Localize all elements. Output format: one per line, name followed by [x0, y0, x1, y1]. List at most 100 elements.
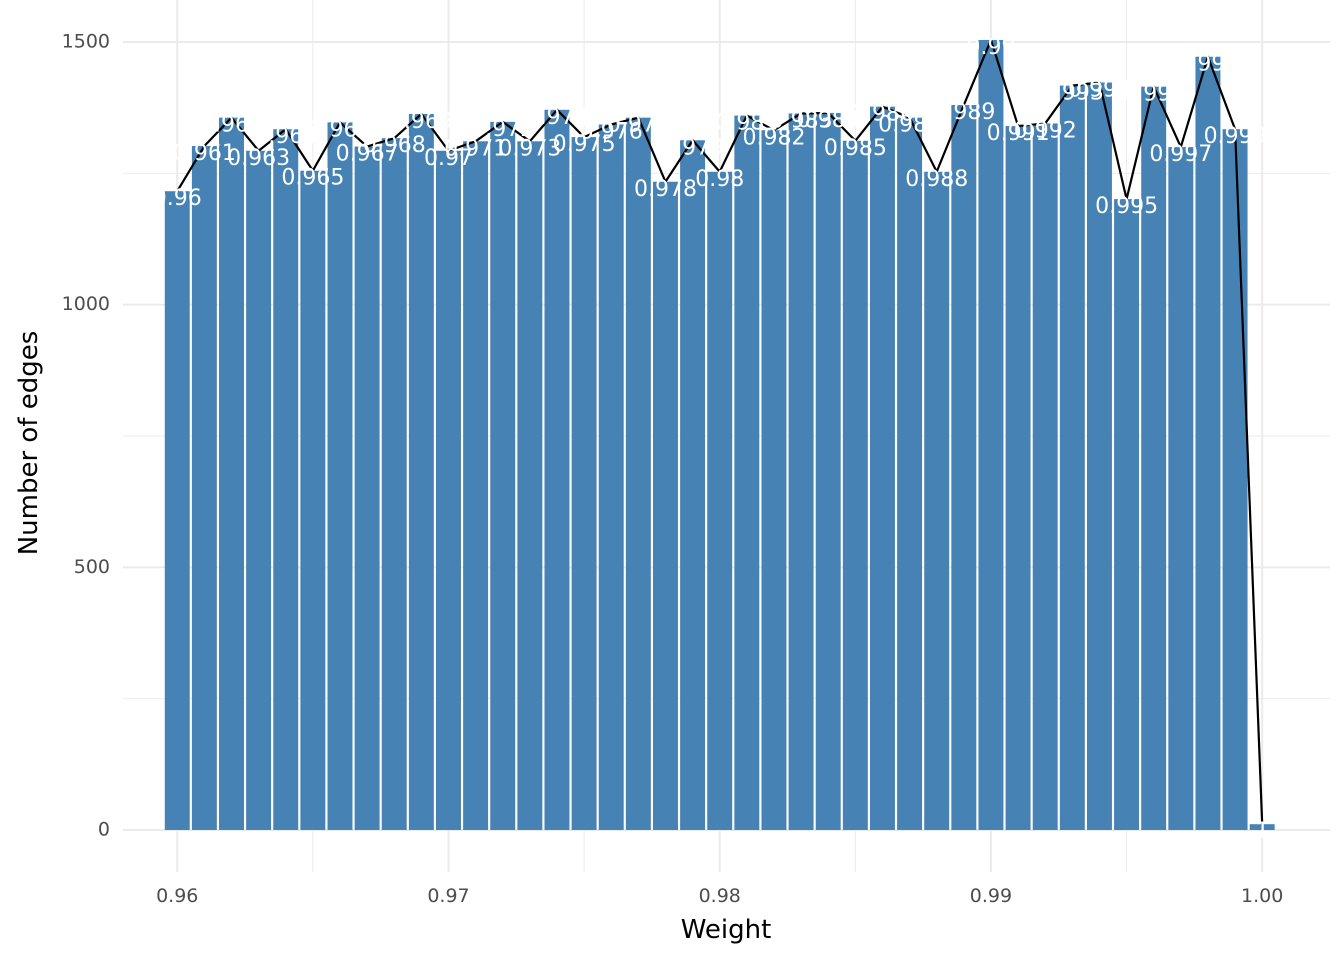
y-tick-label: 1500	[62, 31, 110, 53]
bar	[680, 140, 706, 830]
bar	[408, 113, 434, 830]
bars	[164, 39, 1275, 830]
bar	[246, 150, 272, 830]
bar	[978, 39, 1004, 830]
bar	[897, 117, 923, 830]
data-label: 0.969	[390, 109, 453, 134]
bar	[463, 141, 489, 830]
bar	[1114, 199, 1140, 830]
bar	[300, 170, 326, 830]
x-tick-label: 0.97	[427, 885, 469, 907]
bar	[1195, 56, 1221, 830]
bar	[707, 171, 733, 830]
y-axis-title: Number of edges	[14, 331, 44, 556]
data-label: 0.972	[471, 117, 534, 142]
data-label: 0.968	[363, 133, 426, 158]
bar	[625, 117, 651, 830]
data-label: 0.997	[1149, 142, 1212, 167]
bar	[1059, 85, 1085, 830]
data-label: 0.984	[797, 108, 860, 133]
bar	[869, 106, 895, 830]
y-tick-label: 0	[98, 818, 110, 840]
data-label: 0.991	[987, 121, 1050, 146]
bar	[164, 191, 190, 830]
bar	[815, 112, 841, 830]
data-label: 0.985	[824, 136, 887, 161]
bar	[191, 146, 217, 830]
bar	[924, 171, 950, 830]
bar	[842, 140, 868, 830]
data-label: 0.965	[281, 166, 344, 191]
bar	[490, 121, 516, 830]
data-label: 0.981	[715, 111, 778, 136]
data-label: 0.977	[607, 113, 670, 138]
x-tick-label: 0.98	[699, 885, 741, 907]
data-label: 0.964	[254, 124, 317, 149]
x-tick-label: 1.00	[1241, 885, 1283, 907]
data-label: 0.983	[770, 108, 833, 133]
data-label: 0.996	[1122, 82, 1185, 107]
data-label: 0.979	[661, 135, 724, 160]
x-tick-label: 0.99	[970, 885, 1012, 907]
data-label: 0.966	[308, 117, 371, 142]
bar	[734, 115, 760, 830]
bar	[219, 117, 244, 830]
bar	[381, 138, 407, 830]
data-label: 0.992	[1014, 118, 1077, 143]
bar	[1086, 82, 1112, 830]
data-label: 0.961	[173, 141, 236, 166]
y-axis: 0 500 1000 1500	[62, 31, 110, 841]
bar	[1249, 824, 1275, 830]
data-label: 0.982	[742, 125, 805, 150]
x-tick-label: 0.96	[156, 885, 198, 907]
data-label: 0.962	[200, 113, 263, 138]
data-label: 0.98	[695, 167, 744, 192]
series-line	[176, 38, 1264, 825]
bar	[1222, 129, 1248, 830]
bar	[598, 124, 624, 830]
data-label: 0.973	[498, 136, 561, 161]
data-label: 0.988	[905, 167, 968, 192]
data-label: 0.998	[1176, 52, 1239, 77]
data-label: 0.987	[878, 113, 941, 138]
bar	[544, 109, 570, 830]
bar	[761, 130, 787, 830]
bar	[1168, 147, 1194, 830]
data-label: 0.976	[580, 119, 643, 144]
bar	[1005, 126, 1031, 830]
bar	[571, 137, 597, 830]
bar	[436, 150, 461, 830]
y-tick-label: 1000	[62, 293, 110, 315]
data-label: 1	[1255, 819, 1269, 844]
data-label: 0.999	[1204, 124, 1267, 149]
data-label: 0.993	[1041, 81, 1104, 106]
bar	[273, 129, 299, 830]
data-label: 0.974	[525, 105, 588, 130]
y-tick-label: 500	[74, 556, 110, 578]
data-label: 0.96	[153, 186, 202, 211]
bar	[517, 141, 543, 830]
bar	[652, 181, 678, 830]
line-series	[176, 38, 1264, 825]
data-label: 0.978	[634, 177, 697, 202]
data-label: 0.986	[851, 102, 914, 127]
bar	[354, 146, 380, 830]
data-label: 0.97	[424, 146, 473, 171]
data-label: 0.963	[227, 146, 290, 171]
x-axis-title: Weight	[681, 915, 772, 945]
bar	[327, 122, 353, 830]
data-label: 0.994	[1068, 77, 1131, 102]
data-label: 0.995	[1095, 194, 1158, 219]
bar	[788, 113, 814, 830]
data-label: 0.975	[553, 132, 616, 157]
bar	[1141, 86, 1167, 830]
bar	[951, 105, 977, 830]
data-label: 0.971	[444, 136, 507, 161]
data-label: 0.967	[336, 142, 399, 167]
x-axis: 0.96 0.97 0.98 0.99 1.00	[156, 885, 1283, 907]
bar	[1032, 123, 1058, 830]
data-label: 0.989	[932, 100, 995, 125]
data-label: 0.99	[966, 35, 1015, 60]
bar-labels: 0.960.9610.9620.9630.9640.9650.9660.9670…	[153, 35, 1269, 844]
